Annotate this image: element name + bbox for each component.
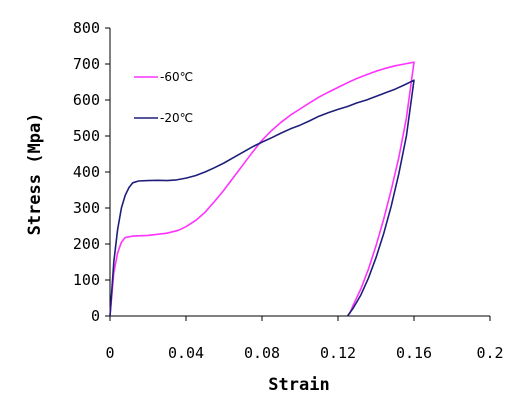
y-axis-title: Stress (Mpa)	[25, 113, 45, 236]
x-tick-label: 0	[105, 344, 114, 362]
y-tick-label: 500	[73, 127, 100, 145]
y-tick-label: 200	[73, 235, 100, 253]
legend: -60℃ -20℃	[134, 70, 193, 125]
y-tick-label: 300	[73, 199, 100, 217]
legend-label: -60℃	[160, 70, 193, 84]
series-line-minus20	[109, 79, 415, 317]
y-tick-label: 400	[73, 163, 100, 181]
y-tick-label: 600	[73, 91, 100, 109]
x-tick-label: 0.12	[320, 344, 356, 362]
x-axis-title: Strain	[268, 375, 329, 395]
x-tick-label: 0.04	[168, 344, 204, 362]
y-tick-label: 100	[73, 271, 100, 289]
y-tick-label: 700	[73, 55, 100, 73]
y-tick-label: 800	[73, 19, 100, 37]
x-axis: 0 0.04 0.08 0.12 0.16 0.2	[105, 315, 504, 362]
y-axis: 0 100 200 300 400 500 600 700 800	[73, 19, 111, 325]
series-layer	[109, 61, 415, 317]
x-tick-label: 0.16	[396, 344, 432, 362]
x-tick-label: 0.08	[244, 344, 280, 362]
x-tick-label: 0.2	[476, 344, 503, 362]
legend-label: -20℃	[160, 111, 193, 125]
series-line-minus60	[109, 61, 415, 317]
y-tick-label: 0	[91, 307, 100, 325]
